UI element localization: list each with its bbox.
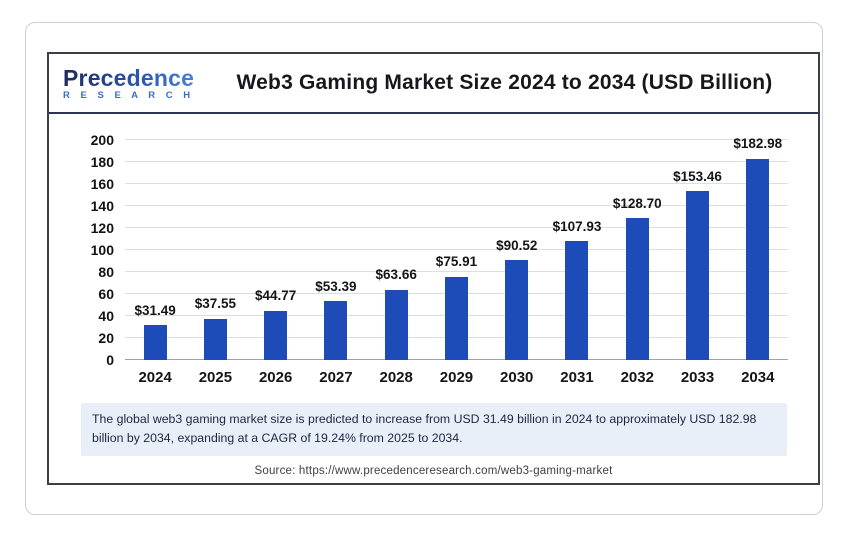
y-tick-label: 0 bbox=[106, 352, 114, 368]
gridline bbox=[125, 227, 788, 228]
title-wrap: Web3 Gaming Market Size 2024 to 2034 (US… bbox=[201, 71, 808, 95]
y-tick-label: 100 bbox=[90, 242, 114, 258]
bar-slot: $182.98 bbox=[728, 136, 788, 360]
bar-value-label: $128.70 bbox=[612, 195, 662, 211]
bar-2033 bbox=[686, 191, 710, 360]
bar-2028 bbox=[384, 289, 408, 360]
y-tick-label: 200 bbox=[90, 132, 114, 148]
summary-note: The global web3 gaming market size is pr… bbox=[81, 403, 787, 457]
bar-value-label: $63.66 bbox=[375, 267, 417, 283]
bar-slot: $75.91 bbox=[426, 140, 486, 360]
bars-container: $31.49 $37.55 $44.77 $53.39 $63.66 $75.91 $90.… bbox=[125, 136, 788, 360]
bar-2026 bbox=[264, 310, 288, 360]
bar-slot: $90.52 bbox=[487, 140, 547, 360]
x-tick-label: 2029 bbox=[439, 369, 474, 386]
bar-value-label: $90.52 bbox=[496, 237, 538, 253]
x-tick-label: 2026 bbox=[258, 369, 293, 386]
gridline bbox=[125, 271, 788, 272]
y-tick-label: 140 bbox=[90, 198, 114, 214]
brand-logo-subtext: R E S E A R C H bbox=[63, 90, 195, 102]
chart-frame: Precedence R E S E A R C H Web3 Gaming M… bbox=[47, 52, 820, 485]
brand-logo-text: Precedence bbox=[63, 67, 201, 90]
x-tick-label: 2027 bbox=[319, 369, 353, 386]
y-tick-label: 80 bbox=[98, 264, 114, 280]
bar-value-label: $75.91 bbox=[435, 254, 478, 269]
x-tick-label: 2028 bbox=[379, 369, 413, 386]
bar-value-label: $44.77 bbox=[255, 288, 297, 304]
bar-slot: $128.70 bbox=[607, 140, 667, 360]
y-tick-label: 20 bbox=[98, 330, 114, 346]
y-tick-label: 120 bbox=[90, 220, 114, 236]
x-tick-label: 2024 bbox=[138, 369, 172, 386]
x-tick-label: 2031 bbox=[560, 369, 594, 386]
header: Precedence R E S E A R C H Web3 Gaming M… bbox=[49, 54, 818, 114]
bar-slot: $44.77 bbox=[246, 140, 306, 360]
summary-note-text: The global web3 gaming market size is pr… bbox=[92, 412, 757, 446]
bar-2030 bbox=[505, 260, 529, 360]
bar-slot: $53.39 bbox=[306, 140, 366, 360]
bar-slot: $107.93 bbox=[547, 140, 607, 360]
bar-value-label: $153.46 bbox=[673, 168, 722, 184]
x-tick-label: 2030 bbox=[500, 369, 534, 386]
bar-2029 bbox=[444, 276, 468, 360]
outer-card: Precedence R E S E A R C H Web3 Gaming M… bbox=[25, 22, 823, 515]
gridline bbox=[125, 205, 788, 206]
x-tick-label: 2033 bbox=[680, 369, 715, 386]
gridline bbox=[125, 249, 788, 250]
y-tick-label: 160 bbox=[90, 176, 114, 192]
x-tick-label: 2025 bbox=[198, 369, 233, 386]
x-axis-labels: 2024 2025 2026 2027 2028 2029 2030 2031 2032 2033… bbox=[125, 369, 788, 386]
bar-slot: $31.49 bbox=[125, 140, 185, 360]
plot-area: 0 20 40 60 80 100 120 140 160 180 200 $31.49 $37.55 $… bbox=[91, 133, 788, 367]
bar-2024 bbox=[143, 325, 167, 360]
bar-value-label: $182.98 bbox=[733, 136, 783, 152]
bar-value-label: $107.93 bbox=[552, 218, 602, 234]
source-line: Source: https://www.precedenceresearch.c… bbox=[254, 465, 613, 478]
bar-2031 bbox=[565, 241, 589, 360]
x-tick-label: 2032 bbox=[620, 369, 654, 386]
bar-value-label: $31.49 bbox=[134, 302, 176, 318]
bar-2025 bbox=[203, 318, 227, 360]
gridline bbox=[125, 161, 788, 162]
gridline bbox=[125, 183, 788, 184]
bar-value-label: $37.55 bbox=[194, 296, 237, 312]
page-title: Web3 Gaming Market Size 2024 to 2034 (US… bbox=[236, 71, 773, 94]
x-tick-label: 2034 bbox=[741, 369, 775, 386]
bar-2027 bbox=[324, 301, 348, 360]
y-tick-label: 180 bbox=[90, 154, 114, 170]
bar-chart: 0 20 40 60 80 100 120 140 160 180 200 $31.49 $37.55 $… bbox=[49, 114, 818, 386]
bar-slot: $63.66 bbox=[366, 140, 426, 360]
bar-2032 bbox=[625, 218, 649, 360]
y-tick-label: 40 bbox=[98, 308, 114, 324]
y-tick-label: 60 bbox=[98, 286, 114, 302]
brand-logo: Precedence R E S E A R C H bbox=[63, 65, 201, 101]
bar-slot: $153.46 bbox=[667, 140, 727, 360]
bar-value-label: $53.39 bbox=[315, 278, 357, 294]
bar-2034 bbox=[746, 158, 770, 360]
bar-slot: $37.55 bbox=[185, 140, 245, 360]
gridline bbox=[125, 139, 788, 140]
